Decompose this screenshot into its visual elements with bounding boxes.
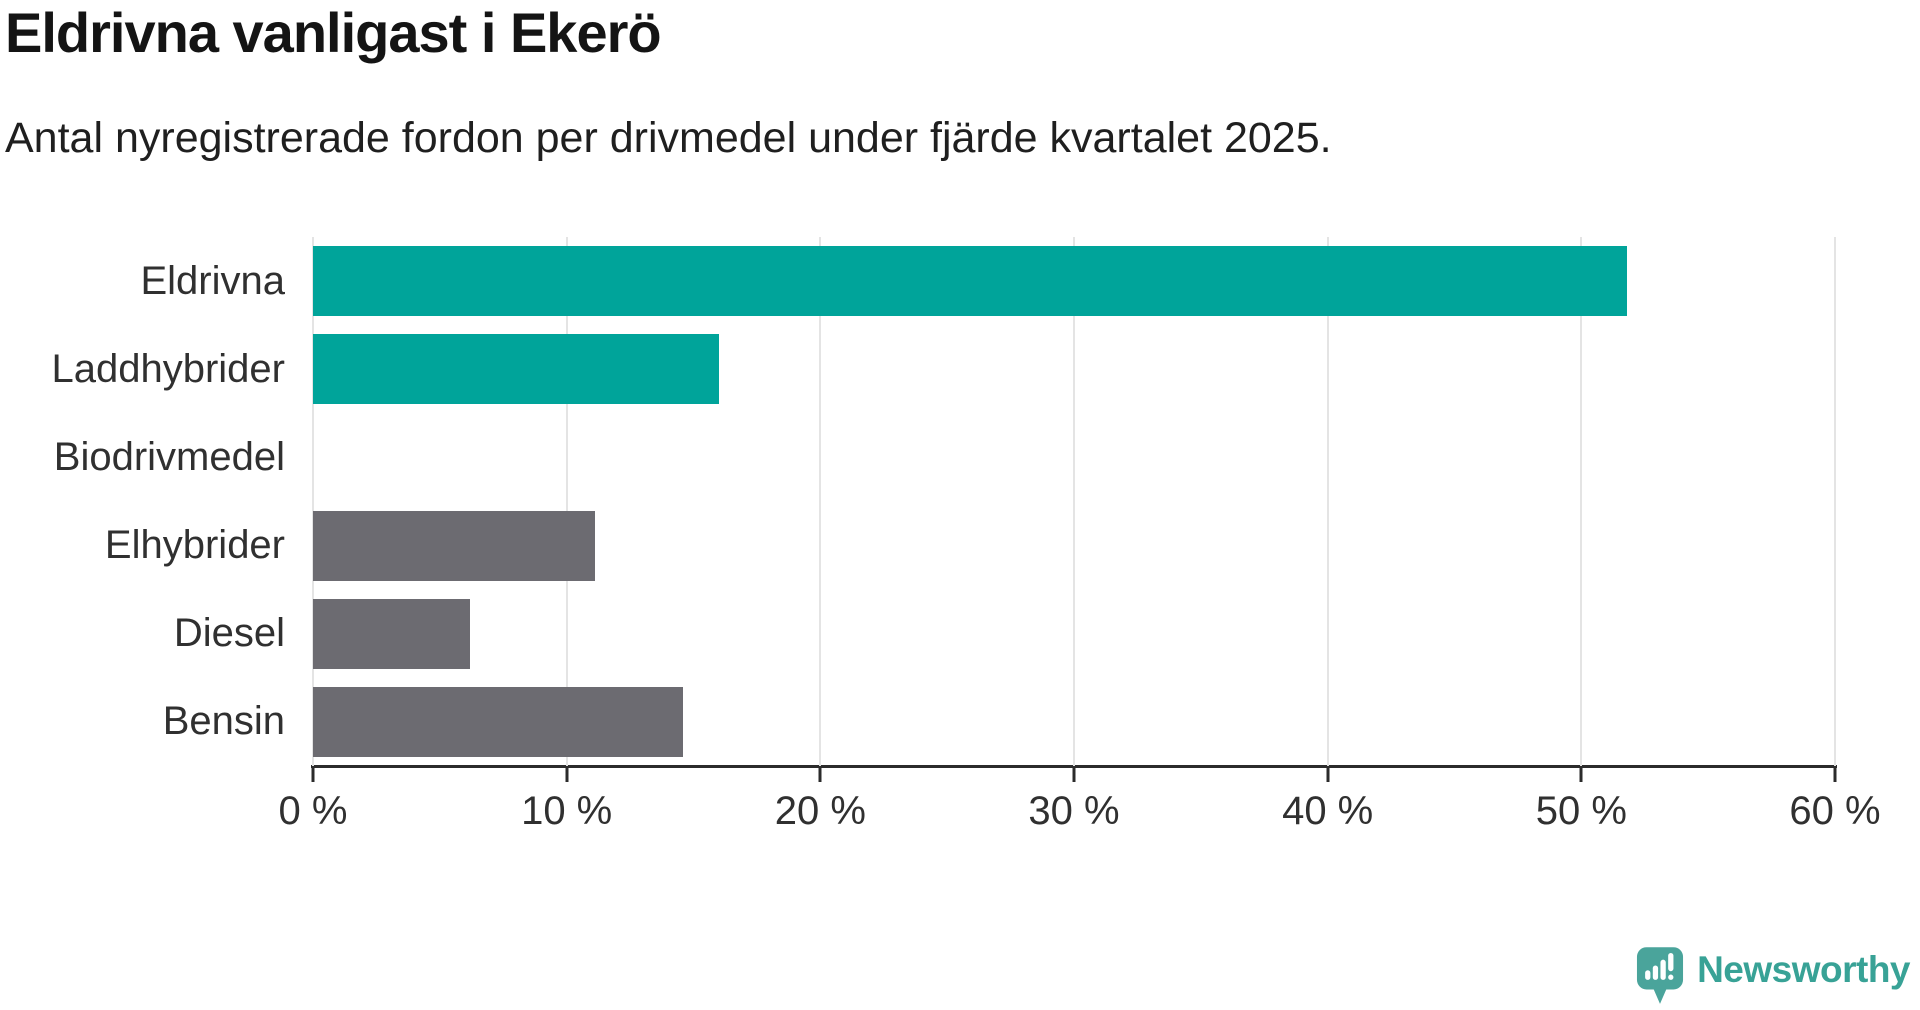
y-axis-label-elhybrider: Elhybrider xyxy=(104,523,285,568)
bar-row-bensin xyxy=(313,678,1835,766)
chart-title: Eldrivna vanligast i Ekerö xyxy=(5,1,662,64)
newsworthy-logo-icon xyxy=(1637,947,1684,1004)
x-axis-tick-50 xyxy=(1579,768,1583,782)
bar-laddhybrider xyxy=(313,334,719,405)
bar-row-diesel xyxy=(313,590,1835,678)
gridline-10 xyxy=(565,237,568,766)
gridline-60 xyxy=(1834,237,1836,766)
x-axis-tick-label-20: 20 % xyxy=(774,789,866,833)
chart-subtitle: Antal nyregistrerade fordon per drivmede… xyxy=(5,114,1332,162)
x-axis-tick-20 xyxy=(818,768,822,782)
bar-diesel xyxy=(313,598,471,669)
x-axis-tick-40 xyxy=(1326,768,1330,782)
y-axis-labels: Eldrivna Laddhybrider Biodrivmedel Elhybrid… xyxy=(0,237,286,766)
x-axis-tick-label-30: 30 % xyxy=(1028,789,1120,833)
x-axis-line xyxy=(311,765,1837,768)
gridline-50 xyxy=(1580,237,1583,766)
x-axis-tick-label-60: 60 % xyxy=(1789,789,1881,833)
x-axis-tick-label-50: 50 % xyxy=(1535,789,1627,833)
y-axis-label-biodrivmedel: Biodrivmedel xyxy=(53,434,285,479)
x-axis-tick-60 xyxy=(1833,768,1837,782)
x-axis-tick-label-10: 10 % xyxy=(521,789,613,833)
y-axis-label-bensin: Bensin xyxy=(162,699,285,744)
y-axis-label-laddhybrider: Laddhybrider xyxy=(51,346,286,391)
bar-bensin xyxy=(313,686,684,757)
bar-eldrivna xyxy=(313,246,1627,317)
newsworthy-logo-text: Newsworthy xyxy=(1697,949,1910,990)
gridline-40 xyxy=(1326,237,1329,766)
y-axis-label-eldrivna: Eldrivna xyxy=(140,258,285,303)
gridline-0 xyxy=(312,237,314,766)
x-axis-tick-10 xyxy=(565,768,569,782)
x-axis-tick-label-0: 0 % xyxy=(278,789,348,833)
bar-row-laddhybrider xyxy=(313,325,1835,413)
bar-row-biodrivmedel xyxy=(313,413,1835,501)
bar-row-eldrivna xyxy=(313,237,1835,325)
bar-row-elhybrider xyxy=(313,502,1835,590)
x-axis-tick-30 xyxy=(1072,768,1076,782)
gridline-30 xyxy=(1073,237,1075,766)
plot-area: 0 % 10 % 20 % 30 % 40 % 50 % 60 % xyxy=(279,237,1881,833)
y-axis-label-diesel: Diesel xyxy=(173,611,285,656)
x-axis-tick-label-40: 40 % xyxy=(1282,789,1374,833)
bar-elhybrider xyxy=(313,510,595,581)
newsworthy-logo[interactable]: Newsworthy xyxy=(1636,946,1910,1006)
gridline-20 xyxy=(819,237,822,766)
x-axis-tick-0 xyxy=(311,768,315,782)
